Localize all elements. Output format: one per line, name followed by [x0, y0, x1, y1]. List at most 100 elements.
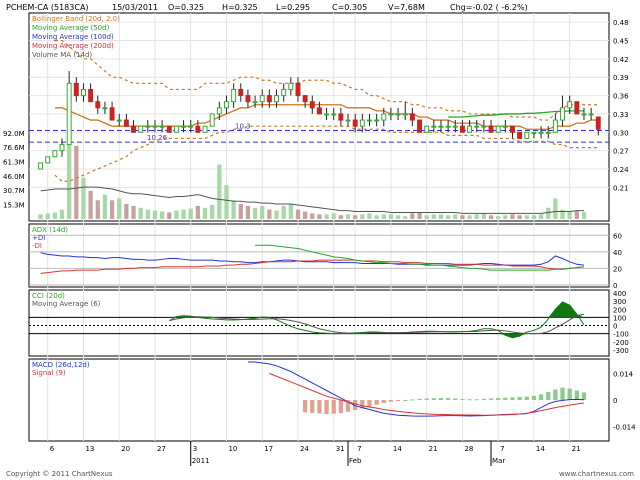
- candle-body: [95, 101, 101, 109]
- x-tick-label: 27: [157, 445, 166, 453]
- x-tick-label: 10: [228, 445, 237, 453]
- volume-bar: [338, 215, 344, 219]
- bollinger-lower-line: [54, 125, 599, 182]
- cci-y-tick-label: 0: [613, 323, 617, 331]
- signal-line: [269, 372, 585, 416]
- candle-body: [588, 113, 594, 116]
- volume-bar: [202, 207, 208, 219]
- volume-bar: [574, 210, 579, 219]
- candle-body: [381, 113, 387, 121]
- candle-body: [359, 119, 365, 127]
- candle-body: [216, 107, 222, 115]
- candle-body: [452, 125, 458, 128]
- price-legend-item: Moving Average (50d): [32, 24, 110, 32]
- macd-histogram-bar: [581, 392, 587, 400]
- x-tick-label: 21: [429, 445, 438, 453]
- volume-bar: [224, 185, 229, 219]
- macd-histogram-bar: [338, 400, 344, 414]
- candle-body: [66, 82, 72, 146]
- volume-bar: [217, 164, 222, 219]
- volume-bar: [38, 214, 43, 219]
- header: PCHEM-CA (5183CA) 15/03/2011 O=0.325 H=0…: [6, 3, 528, 12]
- candle-body: [281, 88, 287, 97]
- cci-y-tick-label: 100: [613, 314, 626, 322]
- volume-bar: [231, 200, 236, 219]
- volume-bar: [238, 204, 243, 219]
- candle-body: [295, 82, 301, 97]
- volume-bar: [345, 214, 351, 219]
- cci-oversold-fill: [169, 333, 584, 338]
- macd-y-tick-label: 0: [613, 397, 617, 405]
- macd-histogram-bar: [553, 389, 558, 400]
- candle-body: [574, 101, 580, 115]
- x-tick-label: 6: [50, 445, 55, 453]
- price-y-tick-label: 0.27: [613, 148, 629, 156]
- candle-body: [374, 119, 380, 122]
- candle-body: [152, 125, 158, 128]
- volume-bar: [74, 145, 79, 219]
- cci-legend-item: CCI (20d): [32, 292, 65, 300]
- candle-body: [209, 113, 215, 127]
- price-legend-item: Volume MA (14d): [32, 51, 92, 59]
- volume-bar: [260, 205, 265, 219]
- candle-body: [545, 131, 551, 134]
- macd-histogram-bar: [431, 398, 436, 400]
- volume-bar: [531, 215, 537, 219]
- macd-histogram-bar: [374, 400, 379, 405]
- volume-bar: [245, 205, 251, 219]
- volume-bar: [403, 216, 408, 219]
- candle-body: [567, 101, 573, 109]
- candle-body: [88, 88, 94, 103]
- macd-histogram-bar: [302, 400, 308, 413]
- volume-bar: [302, 211, 308, 219]
- x-tick-label: 3: [193, 445, 197, 453]
- x-period-label: 2011: [192, 457, 210, 465]
- close-label: C=0.305: [332, 3, 367, 12]
- candle-body: [531, 131, 537, 134]
- macd-histogram-bar: [460, 399, 465, 401]
- candle-body: [173, 125, 179, 133]
- volume-bar: [95, 200, 100, 219]
- candle-body: [45, 156, 51, 164]
- volume-bar: [581, 211, 587, 219]
- volume-bar: [567, 211, 572, 219]
- volume-bar: [131, 205, 136, 219]
- volume-bar: [410, 213, 415, 219]
- candle-body: [388, 113, 394, 116]
- legends: Bollinger Band (20d, 2.0)Moving Average …: [32, 15, 120, 377]
- macd-histogram-bar: [317, 400, 322, 414]
- volume-y-tick-label: 61.3M: [3, 159, 25, 167]
- x-tick-label: 28: [464, 445, 473, 453]
- adx-series: [40, 244, 585, 274]
- volume-bar: [431, 214, 436, 219]
- macd-histogram-bar: [445, 398, 451, 400]
- candle-body: [274, 95, 279, 103]
- volume-bar: [310, 213, 315, 219]
- candle-body: [510, 125, 515, 133]
- macd-legend-item: MACD (26d,12d): [32, 361, 90, 369]
- macd-histogram-bar: [381, 400, 386, 404]
- high-label: H=0.325: [222, 3, 258, 12]
- candle-body: [431, 125, 437, 128]
- volume-bar: [274, 210, 279, 219]
- adx-y-tick-label: 0: [613, 282, 617, 290]
- macd-y-tick-label: 0.014: [613, 370, 634, 378]
- candle-body: [195, 125, 201, 133]
- price-y-tick-label: 0.24: [613, 166, 629, 174]
- x-tick-label: 21: [572, 445, 581, 453]
- macd-histogram-bar: [367, 400, 372, 407]
- volume-bar: [181, 209, 186, 219]
- candle-body: [231, 88, 237, 103]
- volume-bar: [45, 213, 50, 219]
- volume-bar: [81, 177, 86, 219]
- candle-body: [502, 125, 508, 128]
- candle-body: [538, 131, 544, 134]
- candle-body: [481, 125, 487, 128]
- macd-histogram-bar: [560, 387, 565, 400]
- macd-legend-item: Signal (9): [32, 369, 66, 377]
- candle-body: [259, 95, 265, 103]
- price-y-tick-label: 0.39: [613, 74, 629, 82]
- candle-body: [52, 150, 58, 158]
- cci-legend-item: Moving Average (6): [32, 300, 101, 308]
